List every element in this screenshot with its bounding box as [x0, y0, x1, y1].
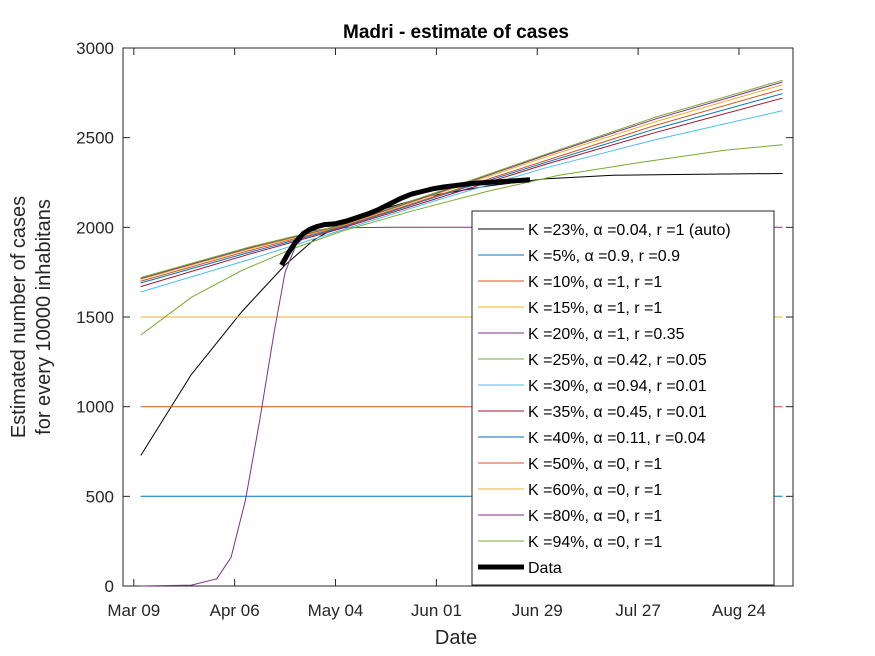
y-tick-label: 0	[105, 577, 114, 596]
legend-label: K =10%, α =1, r =1	[528, 274, 662, 291]
legend-label: K =15%, α =1, r =1	[528, 300, 662, 317]
y-axis-title-line-1: Estimated number of cases	[8, 196, 30, 438]
legend-label: Data	[528, 560, 562, 577]
legend-label: K =30%, α =0.94, r =0.01	[528, 378, 707, 395]
x-tick-label: Apr 06	[210, 601, 260, 620]
x-axis-title: Date	[435, 627, 477, 649]
legend-label: K =50%, α =0, r =1	[528, 456, 662, 473]
model-series-line-13	[140, 79, 783, 278]
legend: K =23%, α =0.04, r =1 (auto) K =5%, α =0.…	[471, 210, 775, 586]
x-tick-label: Jun 01	[411, 601, 462, 620]
legend-label: K =80%, α =0, r =1	[528, 508, 662, 525]
legend-label: K =20%, α =1, r =0.35	[528, 326, 685, 343]
y-tick-label: 3000	[76, 39, 114, 58]
x-tick-label: Aug 24	[712, 601, 766, 620]
data-series-line	[279, 177, 531, 267]
y-tick-label: 1500	[76, 308, 114, 327]
legend-label: K =5%, α =0.9, r =0.9	[528, 248, 680, 265]
legend-label: K =25%, α =0.42, r =0.05	[528, 352, 707, 369]
y-tick-label: 2000	[76, 218, 114, 237]
chart-title: Madri - estimate of cases	[343, 22, 569, 43]
x-tick-label: May 04	[308, 601, 364, 620]
x-tick-label: Mar 09	[107, 601, 160, 620]
legend-label: K =60%, α =0, r =1	[528, 482, 662, 499]
x-tick-label: Jul 27	[615, 601, 660, 620]
y-tick-label: 2500	[76, 129, 114, 148]
axes: 0 500 1000 1500 2000 2500 3000 Mar 09 Apr 06 May …	[76, 39, 793, 620]
model-series-line-8	[140, 97, 783, 287]
model-series-line-6	[140, 144, 783, 336]
model-series-line-11	[140, 84, 783, 280]
legend-label: K =40%, α =0.11, r =0.04	[528, 430, 706, 447]
model-series-line-12	[140, 81, 783, 279]
y-axis-title-line-2: for every 10000 inhabitans	[33, 199, 55, 435]
legend-label: K =94%, α =0, r =1	[528, 534, 662, 551]
y-tick-label: 500	[86, 487, 114, 506]
model-series-line-10	[140, 88, 783, 282]
legend-box	[471, 210, 775, 586]
model-series-line-7	[140, 110, 783, 293]
legend-label: K =23%, α =0.04, r =1 (auto)	[528, 222, 731, 239]
legend-label: K =35%, α =0.45, r =0.01	[528, 404, 707, 421]
model-series-line-9	[140, 93, 783, 284]
x-tick-label: Jun 29	[512, 601, 563, 620]
y-tick-label: 1000	[76, 398, 114, 417]
